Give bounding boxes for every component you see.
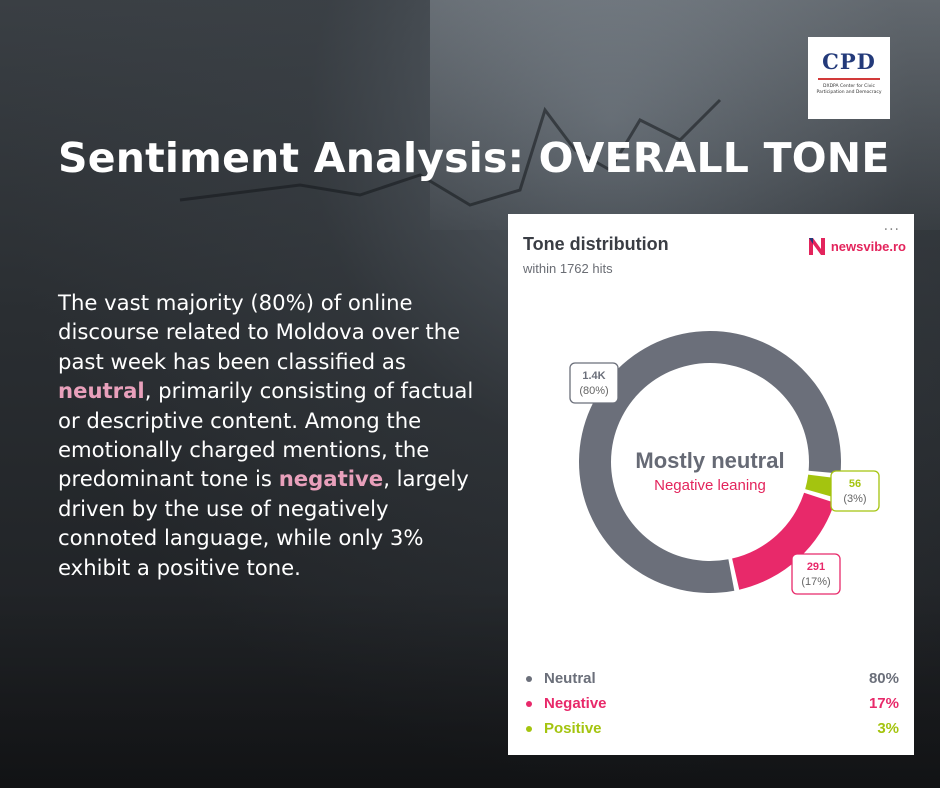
data-label-neutral: 1.4K (80%) [569,362,619,404]
legend-item-neutral[interactable]: Neutral 80% [523,666,899,691]
tone-donut-chart: Mostly neutral Negative leaning 1.4K (80%… [569,331,880,595]
data-label-box-positive [830,470,880,512]
legend-label-neutral: Neutral [544,670,596,687]
newsvibe-logo: newsvibe.ro [807,235,906,257]
newsvibe-n-icon [808,238,825,255]
card-title: Tone distribution [523,234,669,254]
highlight-negative: negative [278,466,384,492]
legend-value-positive: 3% [877,720,899,737]
logo-subtitle: DXDPA Center for Civic Participation and… [816,84,882,95]
more-options-icon[interactable]: ... [883,218,900,234]
legend-label-negative: Negative [544,695,607,712]
legend-label-positive: Positive [544,720,602,737]
data-label-value-neutral: 1.4K [582,370,605,382]
cpd-logo: CPD DXDPA Center for Civic Participation… [808,37,890,119]
body-text-3: , largely driven by the use of negativel… [58,466,469,580]
body-text-2: , primarily consisting of factual or des… [58,378,474,492]
legend-value-negative: 17% [868,695,899,712]
data-label-percent-negative: (17%) [801,576,830,588]
card-subtitle: within 1762 hits [523,261,613,276]
legend-dot-neutral [526,675,532,682]
data-label-box-neutral [569,362,619,404]
body-paragraph: The vast majority (80%) of online discou… [58,288,478,582]
body-text-1: The vast majority (80%) of online discou… [58,290,461,374]
logo-rule [818,78,880,80]
legend-item-positive[interactable]: Positive 3% [523,716,899,741]
background-line-chart [179,98,722,207]
center-sublabel: Negative leaning [654,477,766,494]
data-label-value-positive: 56 [849,478,861,490]
page-title: Sentiment Analysis: OVERALL TONE [58,134,890,182]
legend-item-negative[interactable]: Negative 17% [523,691,899,716]
data-label-positive: 56 (3%) [830,470,880,512]
data-label-negative: 291 (17%) [791,553,841,595]
data-label-box-negative [791,553,841,595]
legend-dot-positive [526,725,532,732]
chart-legend: Neutral 80% Negative 17% Positive 3% [523,666,899,741]
data-label-percent-positive: (3%) [843,493,866,505]
logo-acronym: CPD [822,49,876,74]
tone-distribution-card: Tone distribution within 1762 hits ... n… [508,214,914,755]
highlight-neutral: neutral [58,378,145,404]
legend-value-neutral: 80% [868,670,899,687]
donut-slice-negative[interactable] [732,492,835,590]
center-label: Mostly neutral [635,448,784,473]
legend-dot-negative [526,700,532,707]
newsvibe-brand-text: newsvibe.ro [830,238,906,254]
data-label-percent-neutral: (80%) [579,385,608,397]
data-label-value-negative: 291 [807,561,825,573]
